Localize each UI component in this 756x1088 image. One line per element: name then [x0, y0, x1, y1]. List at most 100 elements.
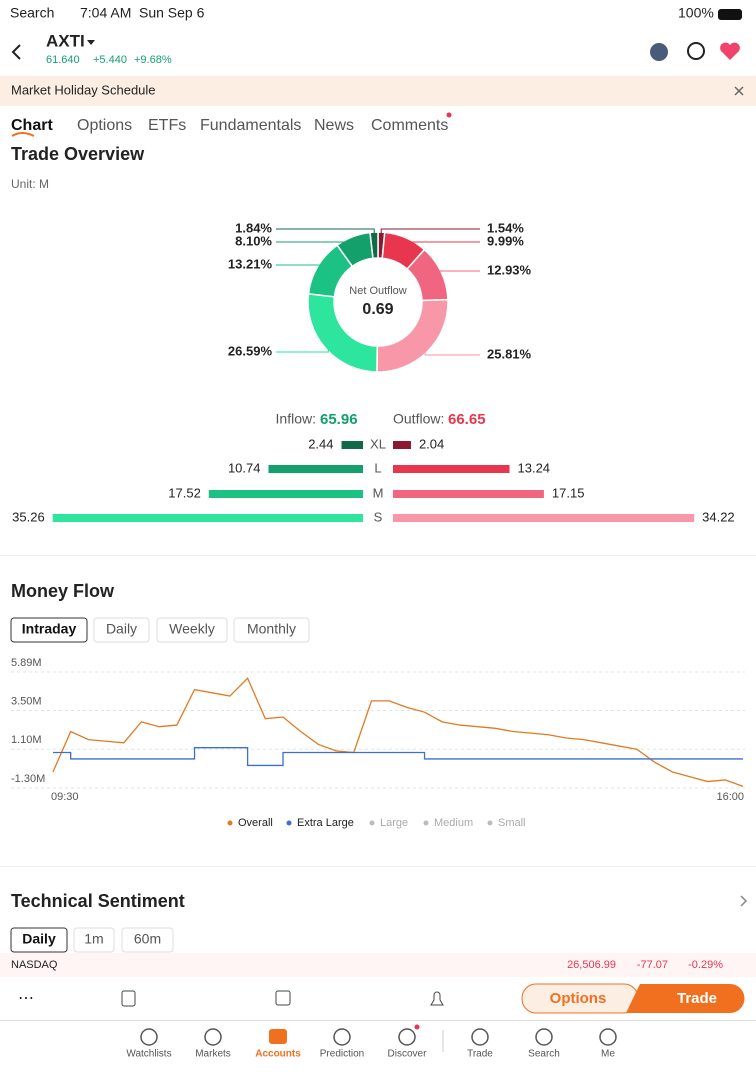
alert-icon[interactable]	[430, 991, 444, 1006]
outflow-bar	[393, 465, 510, 473]
symbol: AXTI	[46, 31, 85, 50]
outflow-value: 2.04	[419, 436, 444, 451]
slice-label: 25.81%	[487, 346, 532, 361]
series-line	[53, 747, 743, 767]
size-label: M	[373, 485, 384, 500]
outflow-bar	[393, 441, 411, 449]
y-tick-label: 1.10M	[11, 734, 42, 746]
leader-line	[276, 264, 322, 269]
ticker-change: -77.07	[637, 959, 668, 971]
ticker-value: 26,506.99	[567, 959, 616, 971]
outflow-label: Outflow:	[393, 411, 444, 427]
period-button[interactable]	[233, 617, 310, 643]
slice-label: 26.59%	[228, 343, 273, 358]
legend-dot	[487, 820, 493, 826]
legend-dot	[286, 820, 292, 826]
donut-slice	[336, 231, 374, 268]
period-button[interactable]	[156, 617, 228, 643]
legend-label[interactable]: Small	[498, 817, 526, 829]
ticker-bg	[0, 953, 756, 977]
period-button[interactable]	[93, 617, 150, 643]
tab[interactable]: ETFs	[148, 117, 186, 134]
nav-label[interactable]: Search	[528, 1049, 560, 1060]
legend-label[interactable]: Medium	[434, 817, 473, 829]
period-button[interactable]	[10, 927, 68, 953]
leader-line	[276, 228, 375, 237]
trade-button[interactable]	[626, 984, 745, 1013]
nav-label[interactable]: Accounts	[255, 1049, 301, 1060]
nav-icon[interactable]	[599, 1028, 617, 1046]
notes-icon[interactable]	[121, 990, 136, 1007]
options-label[interactable]: Options	[550, 990, 607, 1007]
y-tick-label: -1.30M	[11, 773, 45, 785]
more[interactable]: ⋯	[18, 990, 34, 1007]
banner-bg	[0, 76, 756, 106]
nav-icon[interactable]	[269, 1029, 287, 1044]
nav-icon[interactable]	[333, 1028, 351, 1046]
robot-icon[interactable]	[650, 43, 668, 61]
slice-label: 12.93%	[487, 262, 532, 277]
legend-label[interactable]: Extra Large	[297, 817, 354, 829]
period-button[interactable]	[73, 927, 115, 953]
trade-label[interactable]: Trade	[677, 990, 717, 1007]
period-label[interactable]: Monthly	[247, 621, 296, 637]
leader-line	[437, 270, 480, 274]
leader-line	[276, 345, 329, 353]
leader-line	[424, 348, 480, 356]
section-title: Technical Sentiment	[11, 891, 185, 911]
status-back[interactable]: Search	[10, 5, 54, 21]
x-label: 16:00	[716, 791, 744, 803]
nav-label[interactable]: Watchlists	[126, 1049, 171, 1060]
share-icon[interactable]	[275, 990, 291, 1006]
period-label[interactable]: Weekly	[169, 621, 215, 637]
period-button[interactable]	[121, 927, 174, 953]
outflow-value: 34.22	[702, 509, 735, 524]
tab[interactable]: Fundamentals	[200, 117, 301, 134]
divider	[0, 866, 756, 867]
period-label[interactable]: Intraday	[22, 621, 77, 637]
search-icon[interactable]	[687, 42, 705, 60]
tab[interactable]: Comments	[371, 117, 448, 134]
nav-icon[interactable]	[204, 1028, 222, 1046]
legend-label[interactable]: Large	[380, 817, 408, 829]
ticker-name: NASDAQ	[11, 959, 58, 971]
period-label[interactable]: Daily	[106, 621, 137, 637]
nav-label[interactable]: Discover	[388, 1049, 428, 1060]
period-label[interactable]: 1m	[84, 931, 103, 947]
nav-icon[interactable]	[398, 1028, 416, 1046]
tab[interactable]: Chart	[11, 117, 53, 134]
divider	[0, 1020, 756, 1021]
dropdown[interactable]	[87, 40, 95, 45]
donut-slice	[307, 244, 354, 298]
nav-label[interactable]: Me	[601, 1049, 615, 1060]
nav-icon[interactable]	[535, 1028, 553, 1046]
nav-label[interactable]: Trade	[467, 1049, 493, 1060]
nav-label[interactable]: Prediction	[320, 1049, 364, 1060]
status-date: Sun Sep 6	[139, 5, 205, 21]
outflow-value: 13.24	[518, 460, 551, 475]
tab[interactable]: News	[314, 117, 354, 134]
period-label[interactable]: Daily	[22, 931, 56, 947]
favorite-icon[interactable]	[720, 42, 740, 60]
size-label: XL	[370, 436, 386, 451]
legend-dot	[369, 820, 375, 826]
expand[interactable]	[740, 895, 748, 907]
nav-icon[interactable]	[471, 1028, 489, 1046]
leader-line	[380, 228, 480, 237]
nav-label[interactable]: Markets	[195, 1049, 231, 1060]
outflow-bar	[393, 490, 544, 498]
center-label: Net Outflow	[349, 285, 407, 297]
outflow-value: 17.15	[552, 485, 585, 500]
banner-text[interactable]: Market Holiday Schedule	[11, 82, 156, 97]
inflow-value: 10.74	[228, 460, 261, 475]
period-button[interactable]	[10, 617, 88, 643]
inflow-value: 35.26	[12, 509, 45, 524]
legend-label[interactable]: Overall	[238, 817, 273, 829]
back-button[interactable]	[11, 44, 21, 60]
tab[interactable]: Options	[77, 117, 132, 134]
x-label: 09:30	[51, 791, 79, 803]
change: +5.440	[93, 54, 127, 66]
period-label[interactable]: 60m	[134, 931, 161, 947]
close-banner[interactable]	[734, 86, 744, 96]
nav-icon[interactable]	[140, 1028, 158, 1046]
